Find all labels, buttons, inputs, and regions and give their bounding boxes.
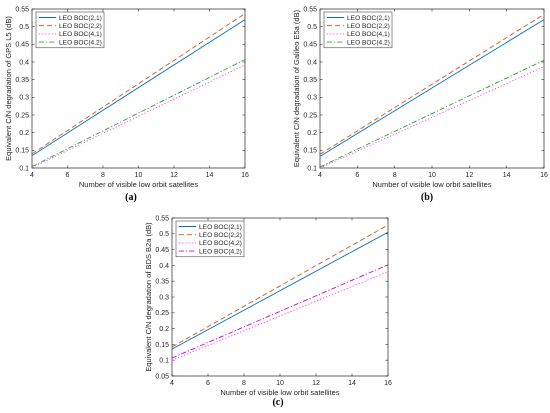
legend-entry: LEO BOC(2,2) — [347, 23, 390, 30]
y-tick-label: 0.5 — [307, 24, 317, 31]
y-tick-label: 0.2 — [307, 130, 317, 137]
series-line-2 — [32, 13, 245, 155]
y-tick-label: 0.4 — [307, 59, 317, 66]
x-tick-label: 6 — [66, 172, 70, 179]
x-tick-label: 6 — [206, 380, 210, 387]
y-tick-label: 0.1 — [307, 165, 317, 172]
x-tick-label: 10 — [135, 172, 143, 179]
y-tick-label: 0.05 — [155, 373, 169, 380]
y-tick-label: 0.45 — [15, 42, 29, 49]
y-tick-label: 0.15 — [15, 148, 29, 155]
panel-label: (a) — [125, 192, 137, 203]
series-line-3 — [32, 64, 245, 168]
panel-label: (b) — [421, 192, 433, 203]
legend-entry: LEO BOC(2,2) — [59, 23, 102, 30]
series-line-1 — [172, 231, 388, 350]
x-tick-label: 6 — [355, 172, 359, 179]
y-tick-label: 0.35 — [15, 77, 29, 84]
series-line-4 — [320, 59, 544, 168]
legend-box — [35, 11, 105, 49]
x-tick-label: 16 — [384, 380, 392, 387]
legend-entry: LEO BOC(4,2) — [199, 240, 242, 247]
y-tick-label: 0.1 — [19, 165, 29, 172]
series-line-3 — [172, 271, 388, 361]
y-tick-label: 0.55 — [15, 6, 29, 13]
y-tick-label: 0.1 — [159, 358, 169, 365]
legend-entry: LEO BOC(4,2) — [347, 39, 390, 46]
y-tick-label: 0.35 — [303, 77, 317, 84]
x-tick-label: 8 — [393, 172, 397, 179]
series-line-1 — [32, 19, 245, 157]
legend-entry: LEO BOC(2,2) — [199, 232, 242, 239]
x-tick-label: 10 — [276, 380, 284, 387]
x-tick-label: 14 — [348, 380, 356, 387]
y-axis-label: Equivalent C/N degradation of GPS L5 (dB… — [4, 16, 13, 161]
x-tick-label: 16 — [241, 172, 249, 179]
y-tick-label: 0.15 — [303, 148, 317, 155]
x-tick-label: 4 — [170, 380, 174, 387]
x-axis-label: Number of visible low orbit satellites — [79, 180, 198, 189]
y-tick-label: 0.55 — [155, 215, 169, 222]
y-tick-label: 0.3 — [19, 95, 29, 102]
x-tick-label: 14 — [503, 172, 511, 179]
legend-box — [323, 11, 393, 49]
y-tick-label: 0.55 — [303, 6, 317, 13]
y-tick-label: 0.2 — [19, 130, 29, 137]
x-tick-label: 4 — [30, 172, 34, 179]
y-tick-label: 0.3 — [159, 294, 169, 301]
y-tick-label: 0.25 — [303, 112, 317, 119]
x-tick-label: 12 — [170, 172, 178, 179]
x-axis-label: Number of visible low orbit satellites — [372, 180, 491, 189]
legend: LEO BOC(2,1)LEO BOC(2,2)LEO BOC(4,2)LEO … — [175, 220, 245, 258]
legend-entry: LEO BOC(2,1) — [347, 15, 390, 22]
y-tick-label: 0.35 — [155, 279, 169, 286]
y-tick-label: 0.2 — [159, 326, 169, 333]
y-tick-label: 0.5 — [19, 24, 29, 31]
chart-panel-3: 4 6 8 10 12 14 16 0.05 0.1 0.15 0.2 0.25 0.3 0.35 0.4 0… — [144, 215, 392, 408]
x-tick-label: 4 — [318, 172, 322, 179]
x-tick-label: 10 — [428, 172, 436, 179]
series-line-1 — [320, 19, 544, 157]
x-tick-label: 12 — [312, 380, 320, 387]
y-tick-label: 0.4 — [19, 59, 29, 66]
legend-entry: LEO BOC(4,1) — [347, 31, 390, 38]
series-line-3 — [320, 66, 544, 168]
series-line-2 — [320, 13, 544, 155]
y-tick-label: 0.25 — [155, 310, 169, 317]
series-line-2 — [172, 224, 388, 348]
legend-box — [175, 220, 245, 258]
chart-panel-1: 4 6 8 10 12 14 16 0.1 0.15 0.2 0.25 0.3 0.35 0.4 0.45 0… — [4, 6, 249, 203]
y-axis-label: Equivalent C/N degradation of BDS B2a (d… — [144, 222, 153, 372]
x-axis-label: Number of visible low orbit satellites — [220, 388, 339, 397]
y-tick-label: 0.25 — [15, 112, 29, 119]
x-tick-label: 8 — [101, 172, 105, 179]
legend-entry: LEO BOC(4,2) — [59, 39, 102, 46]
legend-entry: LEO BOC(4,1) — [59, 31, 102, 38]
legend-entry: LEO BOC(4,2) — [199, 248, 242, 255]
y-tick-label: 0.3 — [307, 95, 317, 102]
y-tick-label: 0.15 — [155, 342, 169, 349]
legend-entry: LEO BOC(2,1) — [199, 224, 242, 231]
chart-panel-2: 4 6 8 10 12 14 16 0.1 0.15 0.2 0.25 0.3 0.35 0.4 0.45 0… — [292, 6, 548, 203]
y-tick-label: 0.45 — [155, 247, 169, 254]
series-line-4 — [32, 59, 245, 167]
x-tick-label: 14 — [206, 172, 214, 179]
y-tick-label: 0.45 — [303, 42, 317, 49]
legend: LEO BOC(2,1)LEO BOC(2,2)LEO BOC(4,1)LEO … — [35, 11, 105, 49]
y-axis-label: Equivalent C/N degradation of Galileo E5… — [292, 9, 301, 167]
series-line-4 — [172, 264, 388, 359]
x-tick-label: 8 — [242, 380, 246, 387]
y-tick-label: 0.5 — [159, 231, 169, 238]
y-tick-label: 0.4 — [159, 263, 169, 270]
x-tick-label: 16 — [540, 172, 548, 179]
legend-entry: LEO BOC(2,1) — [59, 15, 102, 22]
legend: LEO BOC(2,1)LEO BOC(2,2)LEO BOC(4,1)LEO … — [323, 11, 393, 49]
x-tick-label: 12 — [465, 172, 473, 179]
panel-label: (c) — [272, 397, 283, 408]
